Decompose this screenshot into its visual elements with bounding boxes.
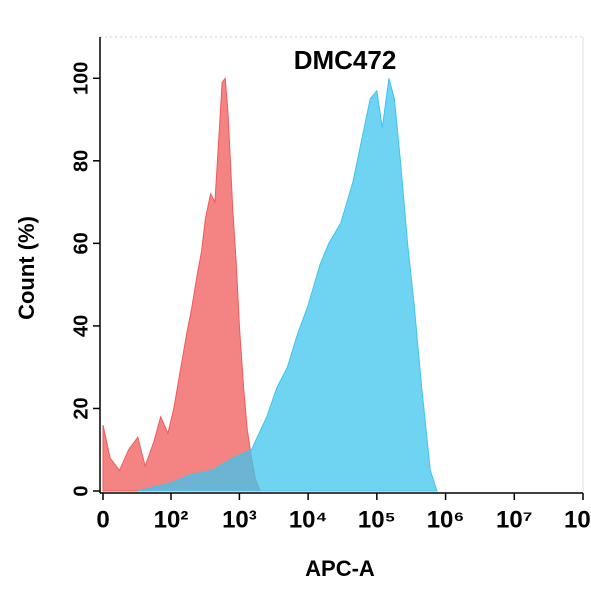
x-tick-label: 10⁵ — [358, 506, 396, 533]
y-tick-label: 20 — [70, 397, 92, 419]
x-axis-label: APC-A — [305, 556, 375, 581]
y-tick-label: 60 — [70, 232, 92, 254]
x-tick-label: 10⁷ — [496, 506, 533, 533]
y-axis-label: Count (%) — [14, 216, 39, 320]
y-tick-label: 80 — [70, 150, 92, 172]
histogram-area — [102, 76, 261, 492]
x-tick-label: 10³ — [222, 506, 257, 533]
x-tick-label: 0 — [96, 506, 109, 533]
histogram-area — [137, 78, 438, 492]
x-tick-label: 10⁸ — [564, 506, 591, 533]
x-tick-label: 10⁴ — [289, 506, 328, 533]
y-tick-label: 40 — [70, 315, 92, 337]
chart-title: DMC472 — [294, 45, 397, 75]
x-tick-label: 10² — [154, 506, 189, 533]
y-tick-label: 0 — [70, 485, 92, 496]
y-tick-label: 100 — [70, 62, 92, 95]
x-tick-label: 10⁶ — [427, 506, 465, 533]
